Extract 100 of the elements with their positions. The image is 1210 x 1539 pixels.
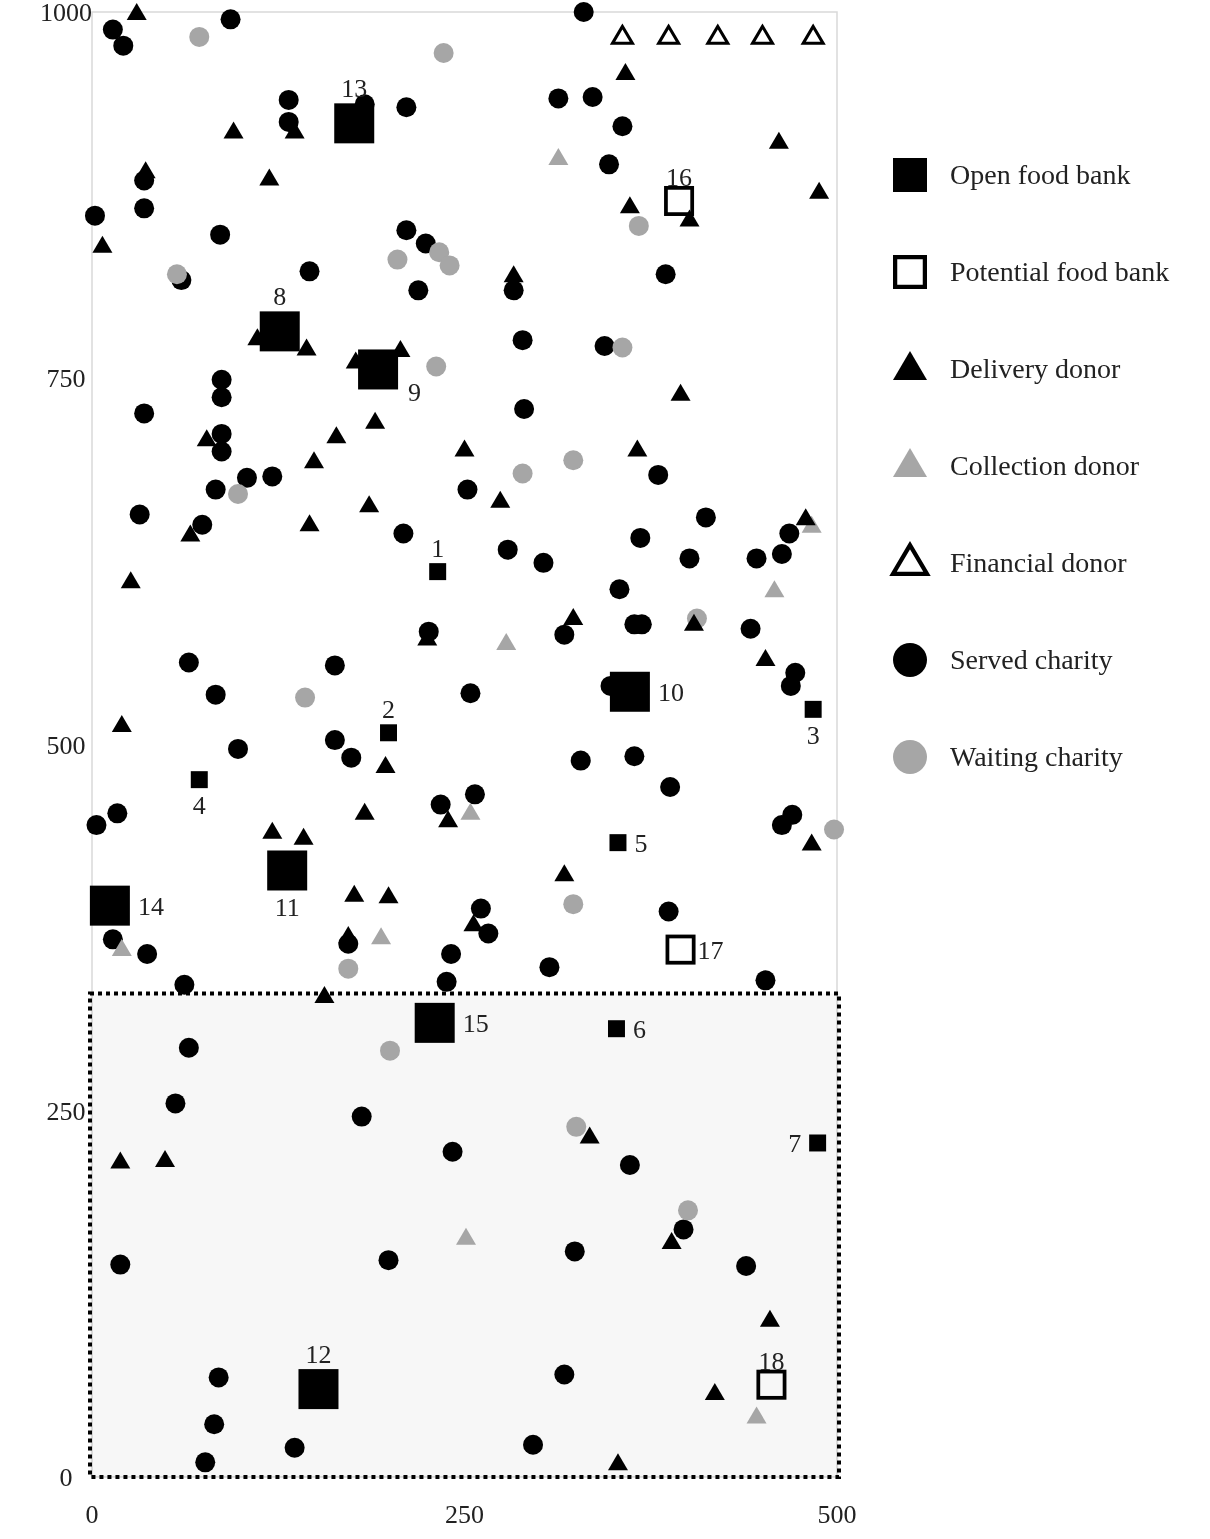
- point: [126, 2, 147, 20]
- point: [706, 24, 730, 45]
- point: [293, 827, 314, 845]
- point: [764, 580, 785, 598]
- annotation: 15: [462, 1008, 489, 1038]
- point: [354, 802, 375, 820]
- point: [756, 1369, 787, 1400]
- point: [627, 439, 648, 457]
- point: [824, 819, 845, 840]
- point: [665, 934, 696, 965]
- legend-label: Collection donor: [950, 450, 1140, 481]
- point: [338, 958, 359, 979]
- point: [359, 495, 380, 513]
- point: [463, 914, 484, 932]
- point: [615, 62, 636, 80]
- point: [426, 356, 447, 377]
- point: [455, 1227, 476, 1245]
- point: [166, 264, 187, 285]
- annotation: 3: [806, 720, 820, 750]
- y-tick-label: 500: [46, 730, 86, 760]
- annotation: 11: [274, 893, 300, 923]
- annotation: 14: [137, 891, 164, 921]
- point: [563, 894, 584, 915]
- point: [380, 1040, 400, 1061]
- point: [612, 337, 633, 358]
- point: [111, 714, 132, 732]
- point: [563, 450, 584, 471]
- point: [326, 426, 347, 444]
- point: [657, 24, 681, 45]
- point: [135, 161, 156, 179]
- point: [503, 265, 524, 283]
- point: [809, 181, 830, 199]
- annotation: 18: [758, 1346, 785, 1376]
- point: [610, 24, 634, 45]
- point: [344, 884, 365, 902]
- point: [496, 632, 517, 650]
- point: [751, 24, 774, 45]
- point: [795, 508, 816, 526]
- point: [678, 1200, 698, 1221]
- annotation: 10: [657, 677, 684, 707]
- point: [490, 490, 511, 508]
- y-tick-label: 250: [46, 1096, 86, 1126]
- point: [759, 1309, 780, 1327]
- annotation: 1: [431, 534, 445, 564]
- y-tick-label: 0: [59, 1463, 73, 1492]
- point: [375, 755, 396, 773]
- point: [439, 255, 460, 276]
- point: [120, 571, 141, 589]
- annotation: 12: [305, 1340, 332, 1370]
- point: [801, 833, 822, 851]
- point: [295, 687, 316, 708]
- point: [512, 463, 533, 484]
- annotation: 4: [192, 791, 206, 821]
- point: [661, 1232, 682, 1250]
- point: [704, 1382, 725, 1400]
- point: [180, 524, 201, 542]
- x-tick-label: 500: [817, 1500, 857, 1529]
- point: [664, 185, 695, 216]
- annotation: 8: [273, 282, 287, 312]
- point: [746, 1406, 767, 1424]
- point: [223, 121, 244, 139]
- point: [454, 439, 475, 457]
- point: [563, 607, 584, 625]
- annotation: 9: [408, 378, 422, 408]
- point: [460, 802, 481, 820]
- point: [299, 514, 320, 532]
- point: [628, 215, 649, 236]
- point: [196, 429, 217, 447]
- point: [304, 451, 325, 469]
- point: [768, 131, 789, 149]
- annotation: 2: [382, 695, 396, 725]
- point: [314, 985, 335, 1003]
- annotation: 13: [341, 74, 368, 104]
- point: [566, 1116, 587, 1137]
- point: [189, 26, 210, 47]
- y-tick-label: 1000: [40, 0, 92, 27]
- legend-label: Open food bank: [950, 159, 1131, 190]
- point: [755, 648, 776, 666]
- point: [92, 235, 113, 253]
- point: [155, 1150, 176, 1168]
- legend-label: Waiting charity: [950, 741, 1123, 772]
- annotation: 7: [788, 1128, 802, 1158]
- point: [110, 1151, 131, 1169]
- annotation: 16: [666, 163, 693, 193]
- point: [579, 1126, 600, 1144]
- legend-label: Financial donor: [950, 547, 1128, 578]
- point: [259, 168, 280, 186]
- point: [801, 24, 825, 45]
- point: [554, 864, 575, 882]
- point: [438, 810, 459, 828]
- y-tick-label: 750: [46, 364, 86, 394]
- point: [607, 1453, 628, 1471]
- point: [683, 613, 704, 631]
- point: [371, 927, 392, 945]
- point: [670, 383, 691, 401]
- x-tick-label: 250: [445, 1500, 484, 1529]
- legend-label: Served charity: [950, 644, 1113, 675]
- legend-label: Potential food bank: [950, 256, 1170, 287]
- point: [548, 147, 569, 165]
- point: [365, 411, 386, 429]
